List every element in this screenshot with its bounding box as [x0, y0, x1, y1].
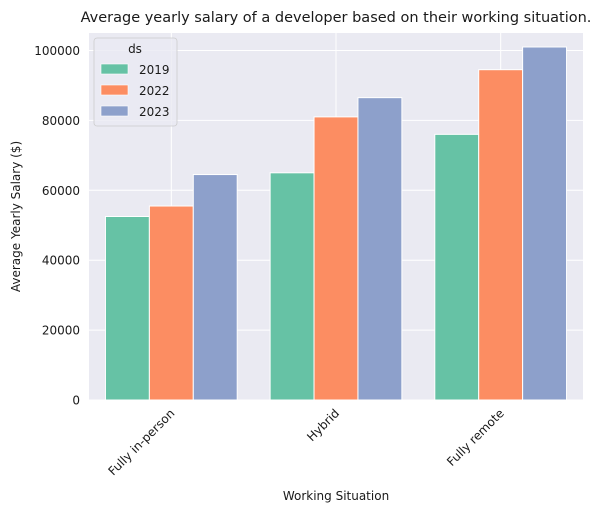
bar-2019 — [269, 172, 315, 401]
bar-2023 — [192, 174, 238, 401]
x-tick-label: Fully remote — [444, 406, 507, 469]
bar-2019 — [104, 216, 150, 401]
x-axis-label: Working Situation — [283, 489, 389, 503]
bar-2022 — [148, 205, 194, 401]
legend-swatch-2019 — [100, 63, 129, 75]
legend-swatch-2022 — [100, 84, 129, 96]
y-tick-label: 80000 — [42, 114, 80, 128]
bar-2022 — [313, 116, 359, 401]
x-tick-label: Hybrid — [304, 406, 342, 444]
y-tick-label: 20000 — [42, 324, 80, 338]
legend-label: 2019 — [139, 63, 170, 77]
x-tick-labels: Fully in-person Hybrid Fully remote — [105, 406, 506, 478]
legend-title: ds — [128, 42, 142, 56]
y-tick-labels: 0 20000 40000 60000 80000 100000 — [34, 44, 80, 408]
chart-title: Average yearly salary of a developer bas… — [81, 10, 592, 26]
y-tick-label: 60000 — [42, 184, 80, 198]
legend-label: 2022 — [139, 84, 170, 98]
bar-2023 — [522, 46, 568, 401]
bars — [104, 46, 568, 401]
y-tick-label: 0 — [72, 394, 80, 408]
bar-2023 — [357, 97, 403, 401]
legend-swatch-2023 — [100, 105, 129, 117]
y-tick-label: 40000 — [42, 254, 80, 268]
legend: ds 2019 2022 2023 — [93, 37, 178, 127]
y-tick-label: 100000 — [34, 44, 80, 58]
bar-2019 — [434, 133, 480, 401]
legend-label: 2023 — [139, 105, 170, 119]
bar-2022 — [478, 69, 524, 401]
y-axis-label: Average Yearly Salary ($) — [9, 141, 23, 292]
legend-box — [93, 37, 178, 127]
x-tick-label: Fully in-person — [105, 406, 177, 478]
legend-items: 2019 2022 2023 — [100, 63, 170, 119]
